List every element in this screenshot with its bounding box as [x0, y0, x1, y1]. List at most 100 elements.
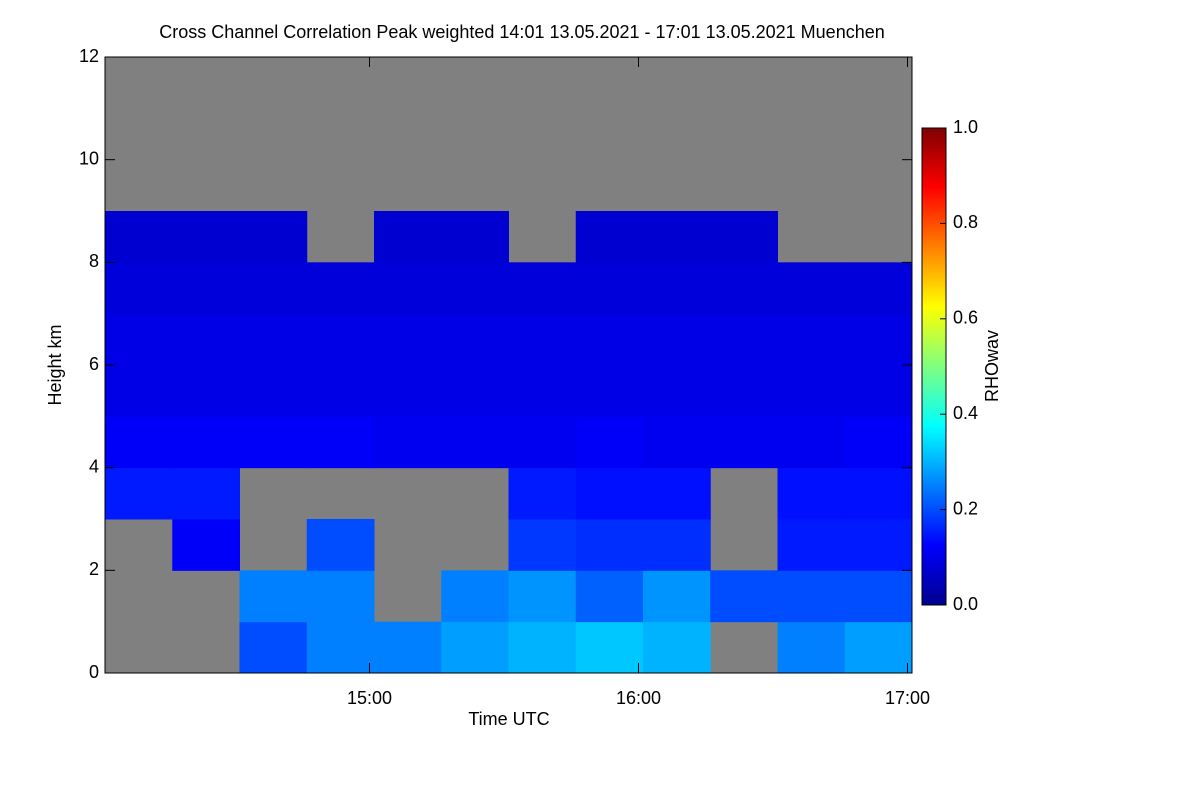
- heatmap-cell: [105, 262, 173, 315]
- heatmap-cell: [643, 467, 711, 520]
- colorbar: [921, 127, 947, 606]
- heatmap-cell: [374, 313, 442, 366]
- heatmap-cell: [172, 519, 240, 571]
- y-tick-label: 2: [89, 559, 99, 579]
- heatmap-cell: [239, 416, 308, 469]
- heatmap-cell: [441, 621, 509, 674]
- heatmap-cell: [508, 416, 577, 469]
- y-tick-label: 4: [89, 456, 99, 476]
- heatmap-cell: [374, 416, 442, 469]
- heatmap-cell: [777, 570, 846, 623]
- heatmap-cell: [172, 416, 240, 469]
- colorbar-tick-label: 0.6: [953, 308, 978, 328]
- colorbar-label: RHOwav: [982, 330, 1002, 402]
- heatmap-cell: [441, 262, 509, 315]
- heatmap-cell: [643, 519, 711, 571]
- y-tick-label: 6: [89, 354, 99, 374]
- heatmap-cell: [508, 365, 577, 417]
- colorbar-tick-label: 1.0: [953, 117, 978, 137]
- heatmap-cell: [172, 262, 240, 315]
- heatmap-cell: [575, 519, 644, 571]
- x-tick-label: 16:00: [616, 688, 661, 708]
- heatmap-cell: [172, 467, 240, 520]
- heatmap-cell: [844, 313, 913, 366]
- heatmap-cell: [575, 313, 644, 366]
- heatmap-cell: [441, 416, 509, 469]
- heatmap-cell: [239, 621, 308, 674]
- heatmap-cell: [643, 262, 711, 315]
- heatmap-cell: [777, 416, 846, 469]
- heatmap-cell: [777, 519, 846, 571]
- heatmap-cell: [374, 211, 442, 263]
- heatmap-cell: [643, 621, 711, 674]
- heatmap-cell: [105, 365, 173, 417]
- heatmap-cell: [374, 621, 442, 674]
- heatmap-cell: [306, 570, 375, 623]
- heatmap-cell: [441, 570, 509, 623]
- colorbar-tick-label: 0.8: [953, 212, 978, 232]
- heatmap-cell: [575, 262, 644, 315]
- heatmap-cell: [643, 211, 711, 263]
- heatmap-cell: [105, 416, 173, 469]
- heatmap-cell: [575, 570, 644, 623]
- heatmap-cell: [306, 313, 375, 366]
- heatmap-cell: [710, 262, 778, 315]
- heatmap-cell: [710, 365, 778, 417]
- heatmap-cell: [575, 365, 644, 417]
- heatmap-cell: [710, 570, 778, 623]
- heatmap-cell: [508, 570, 577, 623]
- heatmap-cell: [306, 621, 375, 674]
- heatmap-cell: [105, 313, 173, 366]
- heatmap-cell: [172, 365, 240, 417]
- heatmap-cell: [643, 416, 711, 469]
- y-tick-label: 10: [79, 148, 99, 168]
- x-tick-label: 17:00: [885, 688, 930, 708]
- heatmap-cell: [575, 467, 644, 520]
- heatmap-cell: [306, 262, 375, 315]
- heatmap-cell: [844, 416, 913, 469]
- heatmap-cell: [777, 313, 846, 366]
- heatmap-cell: [239, 365, 308, 417]
- heatmap-cell: [441, 313, 509, 366]
- heatmap-cell: [575, 416, 644, 469]
- heatmap-cell: [105, 211, 173, 263]
- heatmap-cell: [777, 262, 846, 315]
- y-tick-label: 12: [79, 46, 99, 66]
- heatmap-cell: [844, 467, 913, 520]
- heatmap-cell: [239, 262, 308, 315]
- heatmap-cell: [508, 621, 577, 674]
- heatmap-cell: [105, 467, 173, 520]
- x-axis-label: Time UTC: [468, 709, 549, 729]
- heatmap-cell: [643, 365, 711, 417]
- heatmap-cell: [508, 313, 577, 366]
- heatmap-cell: [508, 467, 577, 520]
- heatmap-cell: [710, 416, 778, 469]
- heatmap-cell: [643, 313, 711, 366]
- heatmap-cell: [844, 570, 913, 623]
- heatmap-cell: [306, 365, 375, 417]
- heatmap-cell: [306, 416, 375, 469]
- heatmap-cell: [172, 313, 240, 366]
- heatmap-cell: [172, 211, 240, 263]
- heatmap-cell: [710, 313, 778, 366]
- colorbar-tick-label: 0.4: [953, 403, 978, 423]
- y-axis-label: Height km: [45, 324, 65, 405]
- y-tick-label: 0: [89, 662, 99, 682]
- heatmap-cell: [239, 570, 308, 623]
- heatmap-cell: [508, 519, 577, 571]
- x-tick-label: 15:00: [347, 688, 392, 708]
- heatmap-cell: [844, 262, 913, 315]
- heatmap-cell: [844, 519, 913, 571]
- y-tick-label: 8: [89, 251, 99, 271]
- heatmap-cell: [239, 313, 308, 366]
- heatmap-cell: [844, 365, 913, 417]
- heatmap-cell: [441, 211, 509, 263]
- heatmap-cell: [844, 621, 913, 674]
- heatmap-cell: [777, 621, 846, 674]
- heatmap-cell: [441, 365, 509, 417]
- heatmap-cell: [374, 365, 442, 417]
- heatmap-cell: [643, 570, 711, 623]
- heatmap-cell: [374, 262, 442, 315]
